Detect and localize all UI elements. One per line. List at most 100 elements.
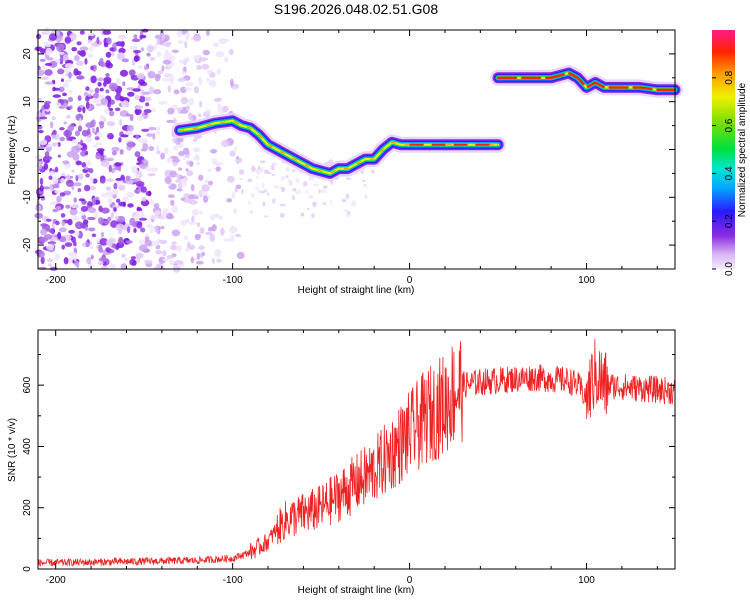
spectrogram-noise-speckle: [134, 108, 142, 115]
spectrogram-noise-speckle: [87, 160, 91, 167]
spectrogram-noise-speckle: [116, 52, 126, 60]
spectrogram-noise-speckle: [178, 167, 183, 171]
spectrogram-noise-speckle: [68, 71, 72, 79]
spectrogram-noise-speckle: [360, 170, 364, 174]
spectrogram-noise-speckle: [125, 240, 133, 244]
spectrogram-noise-speckle: [38, 97, 43, 103]
spectrogram-noise-speckle: [94, 211, 100, 219]
spectrogram-noise-speckle: [109, 99, 115, 105]
spectrogram-noise-speckle: [250, 210, 253, 214]
spectrogram-noise-speckle: [103, 220, 110, 225]
spectrogram-noise-speckle: [250, 193, 255, 198]
spectrogram-noise-speckle: [36, 69, 45, 76]
spectrogram-noise-speckle: [154, 34, 163, 40]
spectrogram-noise-speckle: [125, 131, 134, 136]
spectrogram-noise-speckle: [92, 92, 100, 99]
spectrogram-noise-speckle: [62, 92, 67, 97]
spectrogram-noise-speckle: [40, 195, 46, 201]
spectrogram-noise-speckle: [109, 47, 115, 52]
spectrogram-noise-speckle: [160, 225, 165, 230]
spectrogram-noise-speckle: [229, 226, 238, 234]
spectrogram-noise-speckle: [139, 217, 148, 221]
spectrogram-noise-speckle: [109, 110, 115, 117]
spectrogram-noise-speckle: [71, 47, 77, 52]
spectrogram-noise-speckle: [43, 102, 50, 110]
spectrogram-noise-speckle: [115, 223, 125, 231]
spectrogram-noise-speckle: [99, 87, 104, 92]
spectrogram-noise-speckle: [98, 257, 108, 262]
spectrogram-noise-speckle: [46, 258, 54, 263]
spectrogram-noise-speckle: [155, 250, 163, 255]
spectrogram-noise-speckle: [95, 103, 103, 107]
spectrogram-noise-speckle: [176, 137, 184, 143]
spectrogram-noise-speckle: [146, 133, 153, 137]
spectrogram-noise-speckle: [99, 238, 108, 246]
spectrogram-noise-speckle: [153, 89, 162, 95]
spectrogram-noise-speckle: [204, 179, 209, 184]
spectrogram-noise-speckle: [166, 255, 174, 259]
spectrogram-noise-speckle: [75, 114, 81, 121]
y-tick-label: 400: [22, 438, 33, 455]
spectrogram-noise-speckle: [127, 226, 131, 234]
spectrogram-noise-speckle: [120, 263, 128, 270]
spectrogram-noise-speckle: [184, 87, 192, 91]
spectrogram-noise-speckle: [135, 252, 144, 259]
spectrogram-noise-speckle: [140, 89, 145, 97]
spectrogram-noise-speckle: [144, 166, 151, 171]
spectrogram-noise-speckle: [102, 30, 112, 35]
spectrogram-noise-speckle: [158, 256, 166, 264]
spectrogram-noise-speckle: [201, 251, 205, 256]
spectrogram-noise-speckle: [111, 189, 119, 196]
spectrogram-noise-speckle: [206, 77, 210, 82]
spectrogram-noise-speckle: [209, 233, 216, 242]
spectrogram-noise-speckle: [56, 195, 62, 203]
spectrogram-noise-speckle: [190, 256, 195, 264]
spectrogram-noise-speckle: [371, 169, 375, 174]
x-tick-label: -200: [46, 575, 66, 586]
spectrogram-noise-speckle: [180, 96, 188, 105]
spectrogram-noise-speckle: [126, 113, 131, 117]
spectrogram-noise-speckle: [49, 121, 54, 129]
spectrogram-noise-speckle: [138, 95, 146, 103]
spectrogram-noise-speckle: [141, 128, 150, 132]
spectrogram-noise-speckle: [166, 119, 175, 124]
spectrogram-noise-speckle: [196, 252, 200, 260]
spectrogram-noise-speckle: [162, 258, 170, 262]
spectrogram-noise-speckle: [148, 190, 152, 197]
spectrogram-noise-speckle: [134, 95, 141, 100]
spectrogram-noise-speckle: [118, 236, 124, 245]
spectrogram-noise-speckle: [54, 189, 61, 194]
spectrogram-noise-speckle: [272, 198, 276, 204]
spectrogram-noise-speckle: [110, 167, 116, 174]
spectrogram-noise-speckle: [63, 121, 68, 125]
spectrogram-noise-speckle: [189, 161, 194, 167]
spectrogram-noise-speckle: [74, 130, 81, 137]
spectrogram-noise-speckle: [90, 254, 94, 260]
spectrogram-noise-speckle: [89, 176, 94, 184]
spectrogram-noise-speckle: [185, 168, 189, 172]
spectrogram-noise-speckle: [177, 40, 184, 44]
spectrogram-noise-speckle: [213, 42, 219, 48]
spectrogram-noise-speckle: [320, 189, 327, 194]
spectrogram-noise-speckle: [77, 173, 84, 180]
spectrogram-noise-speckle: [224, 56, 229, 63]
spectrogram-noise-speckle: [92, 98, 101, 104]
spectrogram-noise-speckle: [138, 244, 148, 252]
spectrogram-noise-speckle: [87, 207, 97, 214]
spectrogram-noise-speckle: [34, 212, 44, 219]
spectrogram-noise-speckle: [188, 221, 197, 225]
spectrogram-noise-speckle: [98, 205, 103, 212]
spectrogram-noise-speckle: [201, 184, 210, 192]
colorbar: 0.0 0.2 0.4 0.6 0.8 Normalized spectral ampl…: [712, 30, 748, 276]
spectrogram-noise-speckle: [129, 258, 137, 266]
spectrogram-noise-speckle: [94, 87, 100, 94]
spectrogram-noise-speckle: [143, 64, 149, 71]
spectrogram-noise-speckle: [54, 253, 60, 260]
spectrogram-noise-speckle: [205, 29, 210, 36]
spectrogram-noise-speckle: [214, 213, 220, 219]
spectrogram-noise-speckle: [144, 96, 152, 102]
spectrogram-noise-speckle: [254, 187, 260, 190]
spectrogram-noise-speckle: [125, 175, 131, 181]
spectrogram-noise-speckle: [91, 127, 96, 134]
